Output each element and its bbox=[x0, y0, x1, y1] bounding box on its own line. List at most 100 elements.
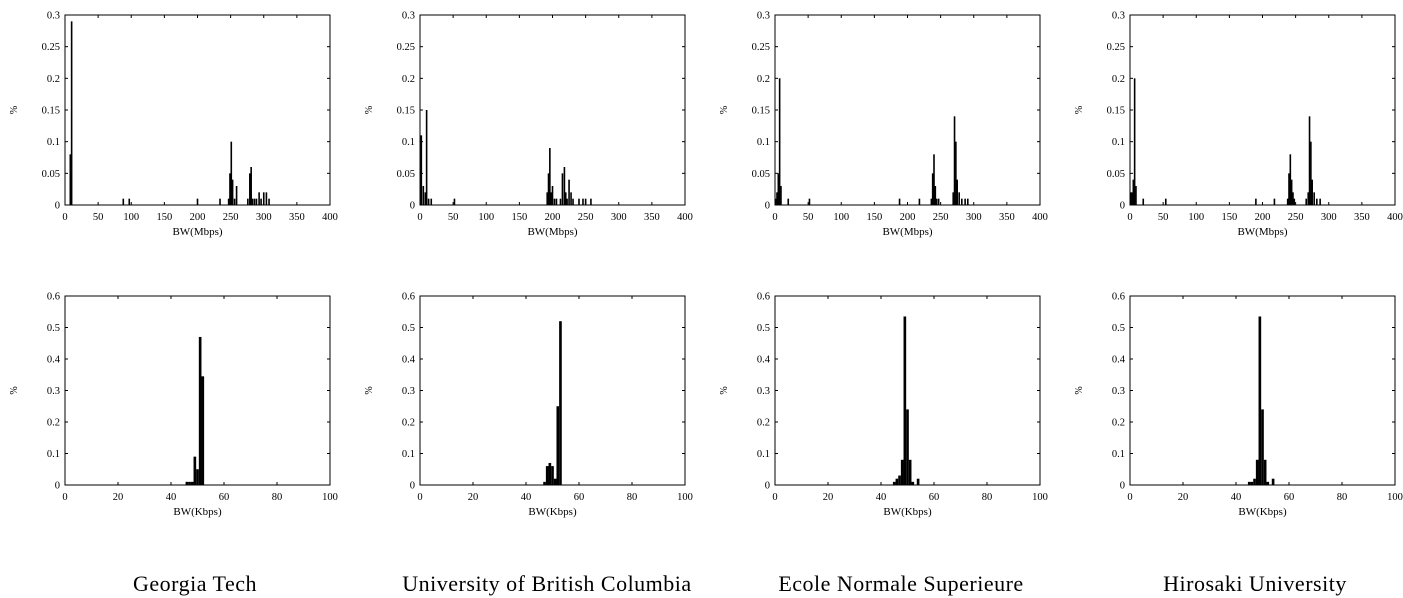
bar bbox=[1271, 478, 1275, 485]
bar bbox=[190, 481, 194, 485]
x-tick-label: 20 bbox=[1178, 492, 1189, 503]
plot-frame bbox=[64, 295, 331, 486]
bar bbox=[265, 192, 268, 205]
bar bbox=[568, 179, 570, 205]
x-tick-label: 150 bbox=[157, 212, 173, 223]
y-tick-label: 0.05 bbox=[1107, 169, 1125, 180]
chart-hirosaki-university-bottom: 0 20 40 60 80 100 0 0.1 0.2 0.3 0.4 0.5 0.6 BW(Kbps)% bbox=[1074, 292, 1403, 519]
bar bbox=[1319, 198, 1321, 205]
y-tick-label: 0.15 bbox=[1107, 106, 1125, 117]
bar bbox=[903, 316, 907, 485]
bar bbox=[895, 478, 899, 485]
bar bbox=[1135, 186, 1137, 205]
x-tick-label: 60 bbox=[929, 492, 940, 503]
y-tick-label: 0.4 bbox=[47, 355, 61, 366]
x-tick-label: 0 bbox=[62, 492, 67, 503]
x-tick-label: 50 bbox=[93, 212, 104, 223]
y-tick-label: 0.4 bbox=[402, 355, 416, 366]
y-tick-label: 0.5 bbox=[47, 323, 60, 334]
x-tick-label: 40 bbox=[1231, 492, 1242, 503]
y-tick-label: 0.1 bbox=[47, 137, 60, 148]
caption-university-of-british-columbia: University of British Columbia bbox=[402, 571, 692, 596]
x-tick-label: 50 bbox=[803, 212, 814, 223]
bar bbox=[776, 192, 778, 205]
plot-frame bbox=[1129, 14, 1396, 206]
x-tick-label: 100 bbox=[833, 212, 849, 223]
bar bbox=[430, 198, 433, 205]
bar bbox=[420, 135, 423, 205]
bar bbox=[424, 192, 427, 205]
y-tick-label: 0.3 bbox=[757, 386, 770, 397]
bar bbox=[892, 481, 896, 485]
x-tick-label: 20 bbox=[468, 492, 479, 503]
bar bbox=[561, 173, 564, 205]
bar bbox=[188, 481, 191, 485]
y-tick-label: 0.15 bbox=[752, 106, 770, 117]
bar bbox=[553, 478, 557, 485]
x-tick-label: 0 bbox=[1127, 212, 1132, 223]
x-tick-label: 400 bbox=[322, 212, 338, 223]
bar bbox=[1261, 409, 1264, 485]
bar bbox=[1293, 198, 1296, 205]
bar bbox=[247, 198, 249, 205]
x-tick-label: 200 bbox=[545, 212, 561, 223]
x-tick-label: 250 bbox=[933, 212, 949, 223]
bar bbox=[911, 481, 915, 485]
y-tick-label: 0.2 bbox=[1112, 74, 1125, 85]
bar bbox=[427, 198, 430, 205]
bar bbox=[559, 321, 562, 485]
y-tick-label: 0.2 bbox=[47, 418, 60, 429]
y-tick-label: 0.2 bbox=[402, 74, 415, 85]
y-tick-label: 0.1 bbox=[757, 449, 770, 460]
y-tick-label: 0 bbox=[55, 201, 60, 212]
bar bbox=[956, 179, 958, 205]
bar bbox=[935, 198, 938, 205]
x-tick-label: 100 bbox=[478, 212, 494, 223]
y-tick-label: 0.4 bbox=[757, 355, 771, 366]
bar bbox=[1129, 192, 1132, 205]
x-tick-label: 250 bbox=[1288, 212, 1304, 223]
bar bbox=[590, 198, 592, 205]
x-tick-label: 300 bbox=[1321, 212, 1337, 223]
bar bbox=[70, 21, 73, 206]
bar bbox=[219, 198, 221, 205]
y-axis-label: % bbox=[1074, 106, 1085, 114]
x-tick-label: 40 bbox=[876, 492, 887, 503]
x-tick-label: 60 bbox=[219, 492, 230, 503]
bar bbox=[229, 173, 231, 205]
bar bbox=[185, 481, 189, 485]
x-tick-label: 250 bbox=[578, 212, 594, 223]
bar bbox=[787, 198, 790, 205]
bar bbox=[250, 167, 252, 205]
y-tick-label: 0.2 bbox=[402, 418, 415, 429]
bar bbox=[900, 459, 904, 485]
bar bbox=[1305, 198, 1308, 205]
y-tick-label: 0.2 bbox=[757, 418, 770, 429]
bar bbox=[1292, 192, 1294, 205]
y-tick-label: 0.25 bbox=[42, 42, 60, 53]
bar bbox=[564, 192, 567, 205]
y-tick-label: 0 bbox=[410, 481, 415, 492]
bar bbox=[1164, 198, 1167, 205]
y-tick-label: 0.1 bbox=[47, 449, 60, 460]
bar bbox=[964, 198, 966, 205]
bar bbox=[930, 198, 933, 205]
bar bbox=[1290, 179, 1293, 205]
y-tick-label: 0 bbox=[1120, 201, 1125, 212]
x-tick-label: 150 bbox=[1222, 212, 1238, 223]
y-tick-label: 0.05 bbox=[397, 169, 415, 180]
bar bbox=[1286, 198, 1289, 205]
x-tick-label: 0 bbox=[417, 212, 422, 223]
y-axis-label: % bbox=[1074, 386, 1085, 394]
y-tick-label: 0.3 bbox=[757, 11, 770, 22]
y-tick-label: 0 bbox=[1120, 481, 1125, 492]
bar bbox=[253, 198, 256, 205]
bar bbox=[193, 456, 197, 485]
x-tick-label: 350 bbox=[1354, 212, 1370, 223]
y-tick-label: 0 bbox=[55, 481, 60, 492]
y-tick-label: 0.3 bbox=[47, 11, 60, 22]
bar bbox=[1131, 192, 1133, 205]
y-tick-label: 0.6 bbox=[47, 292, 60, 303]
x-tick-label: 80 bbox=[1337, 492, 1348, 503]
bar bbox=[1263, 459, 1267, 485]
